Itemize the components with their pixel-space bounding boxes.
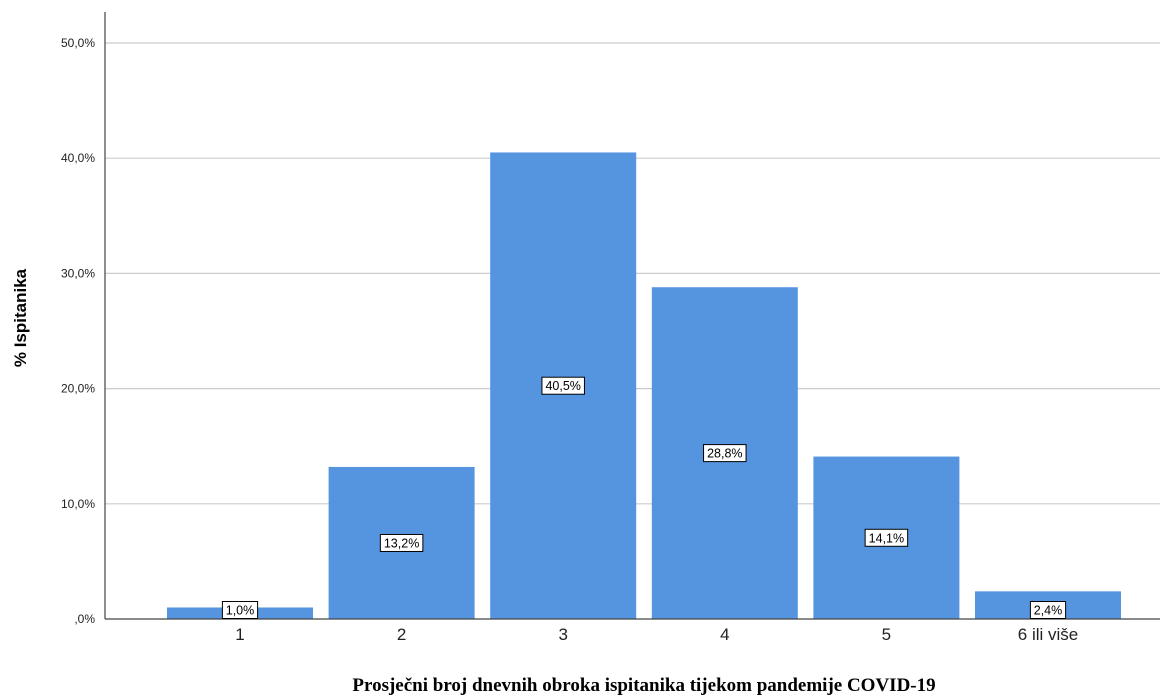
data-label-box [541,376,585,395]
y-tick-label: 40,0% [61,151,95,165]
x-tick-label: 4 [720,625,729,644]
x-tick-label: 5 [882,625,891,644]
x-tick-label: 6 ili više [1018,625,1078,644]
axes [104,12,1160,620]
y-tick-label: ,0% [74,612,95,626]
y-tick-label: 20,0% [61,382,95,396]
y-tick-label: 10,0% [61,497,95,511]
data-label: 2,4% [1034,604,1063,618]
data-label-box [703,444,747,463]
data-label: 28,8% [707,447,742,461]
data-label-box [864,528,909,547]
x-axis-label: Prosječni broj dnevnih obroka ispitanika… [352,675,935,696]
data-label-box [221,601,259,619]
x-tick-label: 3 [558,625,567,644]
data-label-box [1029,601,1067,619]
data-label: 1,0% [226,604,255,618]
y-tick-labels: ,0% 10,0% 20,0% 30,0% 40,0% 50,0% [61,36,95,626]
bars [167,152,1121,619]
data-labels: 1,0% 13,2% 40,5% 28,8% 14,1% 2,4% [221,376,1067,619]
x-tick-label: 2 [397,625,406,644]
data-label: 40,5% [545,379,580,393]
x-tick-labels: 1 2 3 4 5 6 ili više [235,625,1078,644]
y-tick-label: 30,0% [61,266,95,280]
x-tick-label: 1 [235,625,244,644]
data-label-box [379,533,424,552]
data-label: 13,2% [384,536,419,550]
y-axis-label: % Ispitanika [11,268,30,367]
y-tick-label: 50,0% [61,36,95,50]
data-label: 14,1% [869,531,904,545]
